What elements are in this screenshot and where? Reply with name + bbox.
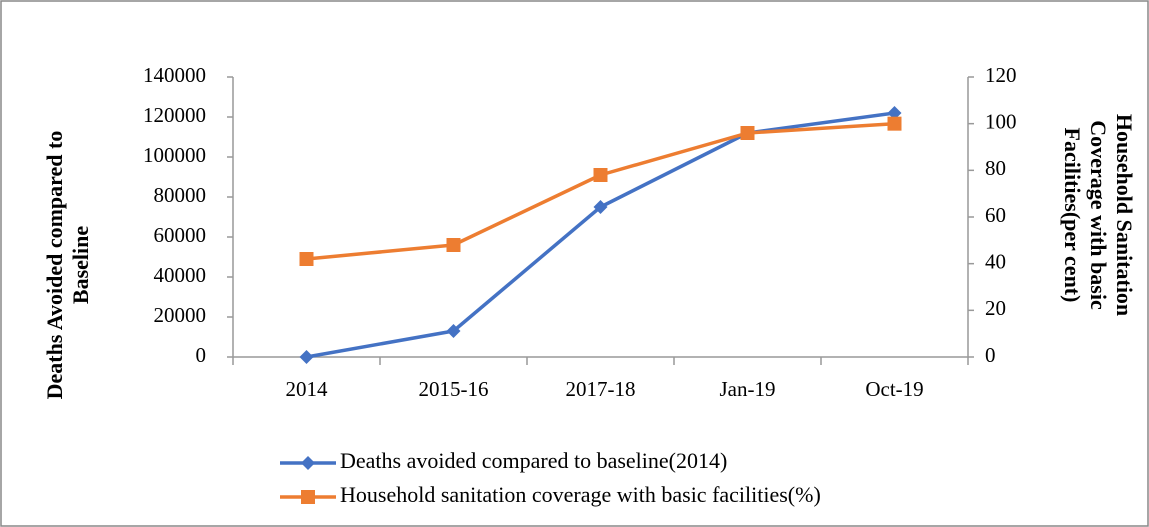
y2-tick-label: 80 [985, 156, 1006, 180]
x-tick-label: 2017-18 [566, 377, 636, 401]
point [446, 238, 461, 252]
point [887, 106, 902, 120]
point [446, 324, 461, 338]
legend-marker [301, 490, 315, 504]
y-tick-label: 80000 [154, 183, 207, 207]
legend-marker [301, 456, 315, 470]
y2-tick-label: 100 [985, 109, 1017, 133]
y2-tick-label: 40 [985, 249, 1006, 273]
legend-label: Deaths avoided compared to baseline(2014… [340, 448, 727, 473]
x-tick-label: 2014 [286, 377, 329, 401]
y-tick-label: 0 [196, 343, 207, 367]
y2-axis-title: Household SanitationCoverage with basicF… [1060, 114, 1137, 316]
x-tick-label: 2015-16 [419, 377, 489, 401]
y-tick-label: 60000 [154, 223, 207, 247]
y-axis-title-line: Deaths Avoided compared to [42, 131, 67, 400]
y2-tick-label: 20 [985, 296, 1006, 320]
point [593, 200, 608, 214]
y-tick-label: 120000 [143, 103, 206, 127]
x-tick-label: Jan-19 [720, 377, 776, 401]
y2-tick-label: 60 [985, 203, 1006, 227]
point [740, 126, 755, 140]
legend-label: Household sanitation coverage with basic… [340, 482, 821, 507]
y-tick-label: 40000 [154, 263, 207, 287]
y-tick-label: 100000 [143, 143, 206, 167]
point [887, 116, 902, 131]
x-tick-label: Oct-19 [865, 377, 923, 401]
point [299, 350, 314, 364]
y2-axis-title-line: Coverage with basic [1086, 120, 1111, 310]
point [299, 252, 314, 266]
y2-tick-label: 120 [985, 63, 1017, 87]
y-axis-title: Deaths Avoided compared toBaseline [42, 131, 93, 400]
y-tick-label: 20000 [154, 303, 207, 327]
y2-tick-label: 0 [985, 343, 996, 367]
y-tick-label: 140000 [143, 63, 206, 87]
point [593, 168, 608, 182]
y2-axis-title-line: Facilities(per cent) [1060, 128, 1085, 303]
y-axis-title-line: Baseline [68, 226, 93, 304]
y2-axis-title-line: Household Sanitation [1112, 114, 1137, 316]
